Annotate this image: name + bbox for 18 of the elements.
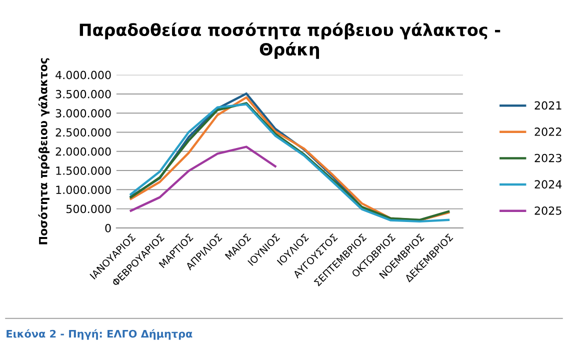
y-tick-label: 3.500.000 [56, 90, 111, 98]
legend-label: 2023 [534, 154, 562, 162]
legend-label: 2024 [534, 180, 562, 189]
legend-label: 2025 [534, 206, 562, 215]
y-tick-label: 500.000 [66, 204, 111, 214]
text: Εικόνα 2 - Πηγή: ΕΛΓΟ Δήμητρα [6, 329, 192, 340]
y-tick-label: 0 [105, 224, 111, 232]
legend-label: 2022 [534, 128, 562, 136]
y-axis-title: Ποσότητα πρόβειου γάλακτος [38, 58, 50, 244]
chart-title: Παραδοθείσα ποσότητα πρόβειου γάλακτος - Θράκη [80, 22, 500, 59]
line-series [130, 146, 276, 212]
y-tick-label: 1.500.000 [56, 166, 111, 175]
y-tick-label: 3.000.000 [56, 109, 111, 118]
y-tick-label: 2.000.000 [56, 147, 111, 156]
y-tick-label: 4.000.000 [56, 70, 111, 80]
y-tick-label: 1.000.000 [56, 186, 111, 194]
y-tick-label: 2.500.000 [56, 128, 111, 137]
legend-label: 2021 [534, 101, 562, 110]
